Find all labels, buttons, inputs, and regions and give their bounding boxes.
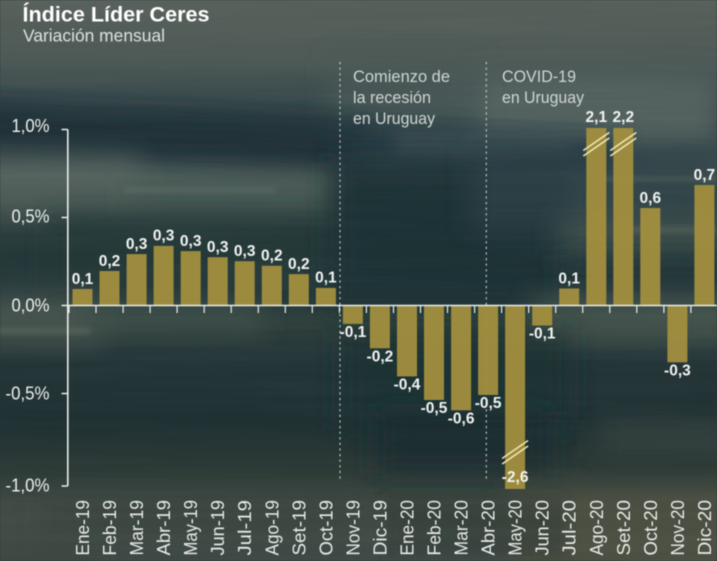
svg-text:en Uruguay: en Uruguay [353,109,435,128]
svg-text:1,0%: 1,0% [12,116,50,136]
svg-text:-0,5: -0,5 [421,400,448,417]
svg-text:Nov-19: Nov-19 [343,500,363,556]
svg-text:la recesión: la recesión [353,88,431,107]
svg-text:0,3: 0,3 [180,233,202,250]
svg-text:-0,6: -0,6 [448,410,475,427]
svg-text:Dic-20: Dic-20 [695,500,715,556]
svg-text:-0,5%: -0,5% [6,384,50,404]
svg-text:-2,6: -2,6 [502,469,529,486]
svg-text:0,2: 0,2 [261,248,283,265]
svg-text:-0,3: -0,3 [664,362,691,379]
svg-text:0,1: 0,1 [72,271,94,288]
svg-text:0,2: 0,2 [99,253,121,270]
svg-text:Set-19: Set-19 [289,500,309,556]
svg-text:2,2: 2,2 [613,109,635,126]
svg-text:Ago-19: Ago-19 [262,500,282,556]
svg-text:0,7: 0,7 [694,167,716,184]
svg-text:Ago-20: Ago-20 [587,500,607,556]
svg-text:Comienzo de: Comienzo de [353,67,450,86]
svg-text:Set-20: Set-20 [614,500,634,556]
svg-text:Jul-20: Jul-20 [560,500,580,556]
svg-text:Feb-20: Feb-20 [425,500,445,556]
svg-text:0,6: 0,6 [640,190,662,207]
svg-text:2,1: 2,1 [586,109,608,126]
svg-text:-0,1: -0,1 [529,326,556,343]
svg-text:-1,0%: -1,0% [6,476,50,496]
svg-text:Abr-20: Abr-20 [479,500,499,556]
svg-text:0,3: 0,3 [207,239,229,256]
svg-text:0,3: 0,3 [234,243,256,260]
svg-text:Feb-19: Feb-19 [100,500,120,556]
svg-text:COVID-19: COVID-19 [502,67,576,86]
svg-text:Variación mensual: Variación mensual [23,26,165,46]
svg-text:-0,4: -0,4 [394,376,421,393]
svg-text:-0,5: -0,5 [475,395,502,412]
svg-text:Mar-20: Mar-20 [452,500,472,556]
svg-text:Oct-20: Oct-20 [641,500,661,556]
svg-text:0,1: 0,1 [315,270,337,287]
svg-text:0,0%: 0,0% [12,296,50,316]
svg-text:Índice Líder Ceres: Índice Líder Ceres [23,4,210,27]
svg-text:Ene-19: Ene-19 [73,500,93,556]
svg-text:Dic-19: Dic-19 [370,500,390,556]
svg-text:Abr-19: Abr-19 [154,500,174,556]
svg-text:Oct-19: Oct-19 [316,500,336,556]
svg-text:Jun-19: Jun-19 [208,500,228,556]
svg-text:0,2: 0,2 [288,256,310,273]
svg-text:0,1: 0,1 [558,270,580,287]
svg-text:Jun-20: Jun-20 [533,500,553,556]
svg-text:en Uruguay: en Uruguay [502,88,584,107]
svg-text:0,3: 0,3 [153,228,175,245]
svg-text:May-19: May-19 [181,500,201,556]
svg-text:Nov-20: Nov-20 [668,500,688,556]
svg-text:0,5%: 0,5% [12,207,50,227]
svg-text:Mar-19: Mar-19 [127,500,147,556]
svg-text:0,3: 0,3 [126,236,148,253]
svg-text:Ene-20: Ene-20 [398,500,418,556]
svg-text:Jul-19: Jul-19 [235,500,255,556]
svg-text:-0,2: -0,2 [367,348,394,365]
svg-text:-0,1: -0,1 [340,324,367,341]
svg-text:May-20: May-20 [506,500,526,556]
